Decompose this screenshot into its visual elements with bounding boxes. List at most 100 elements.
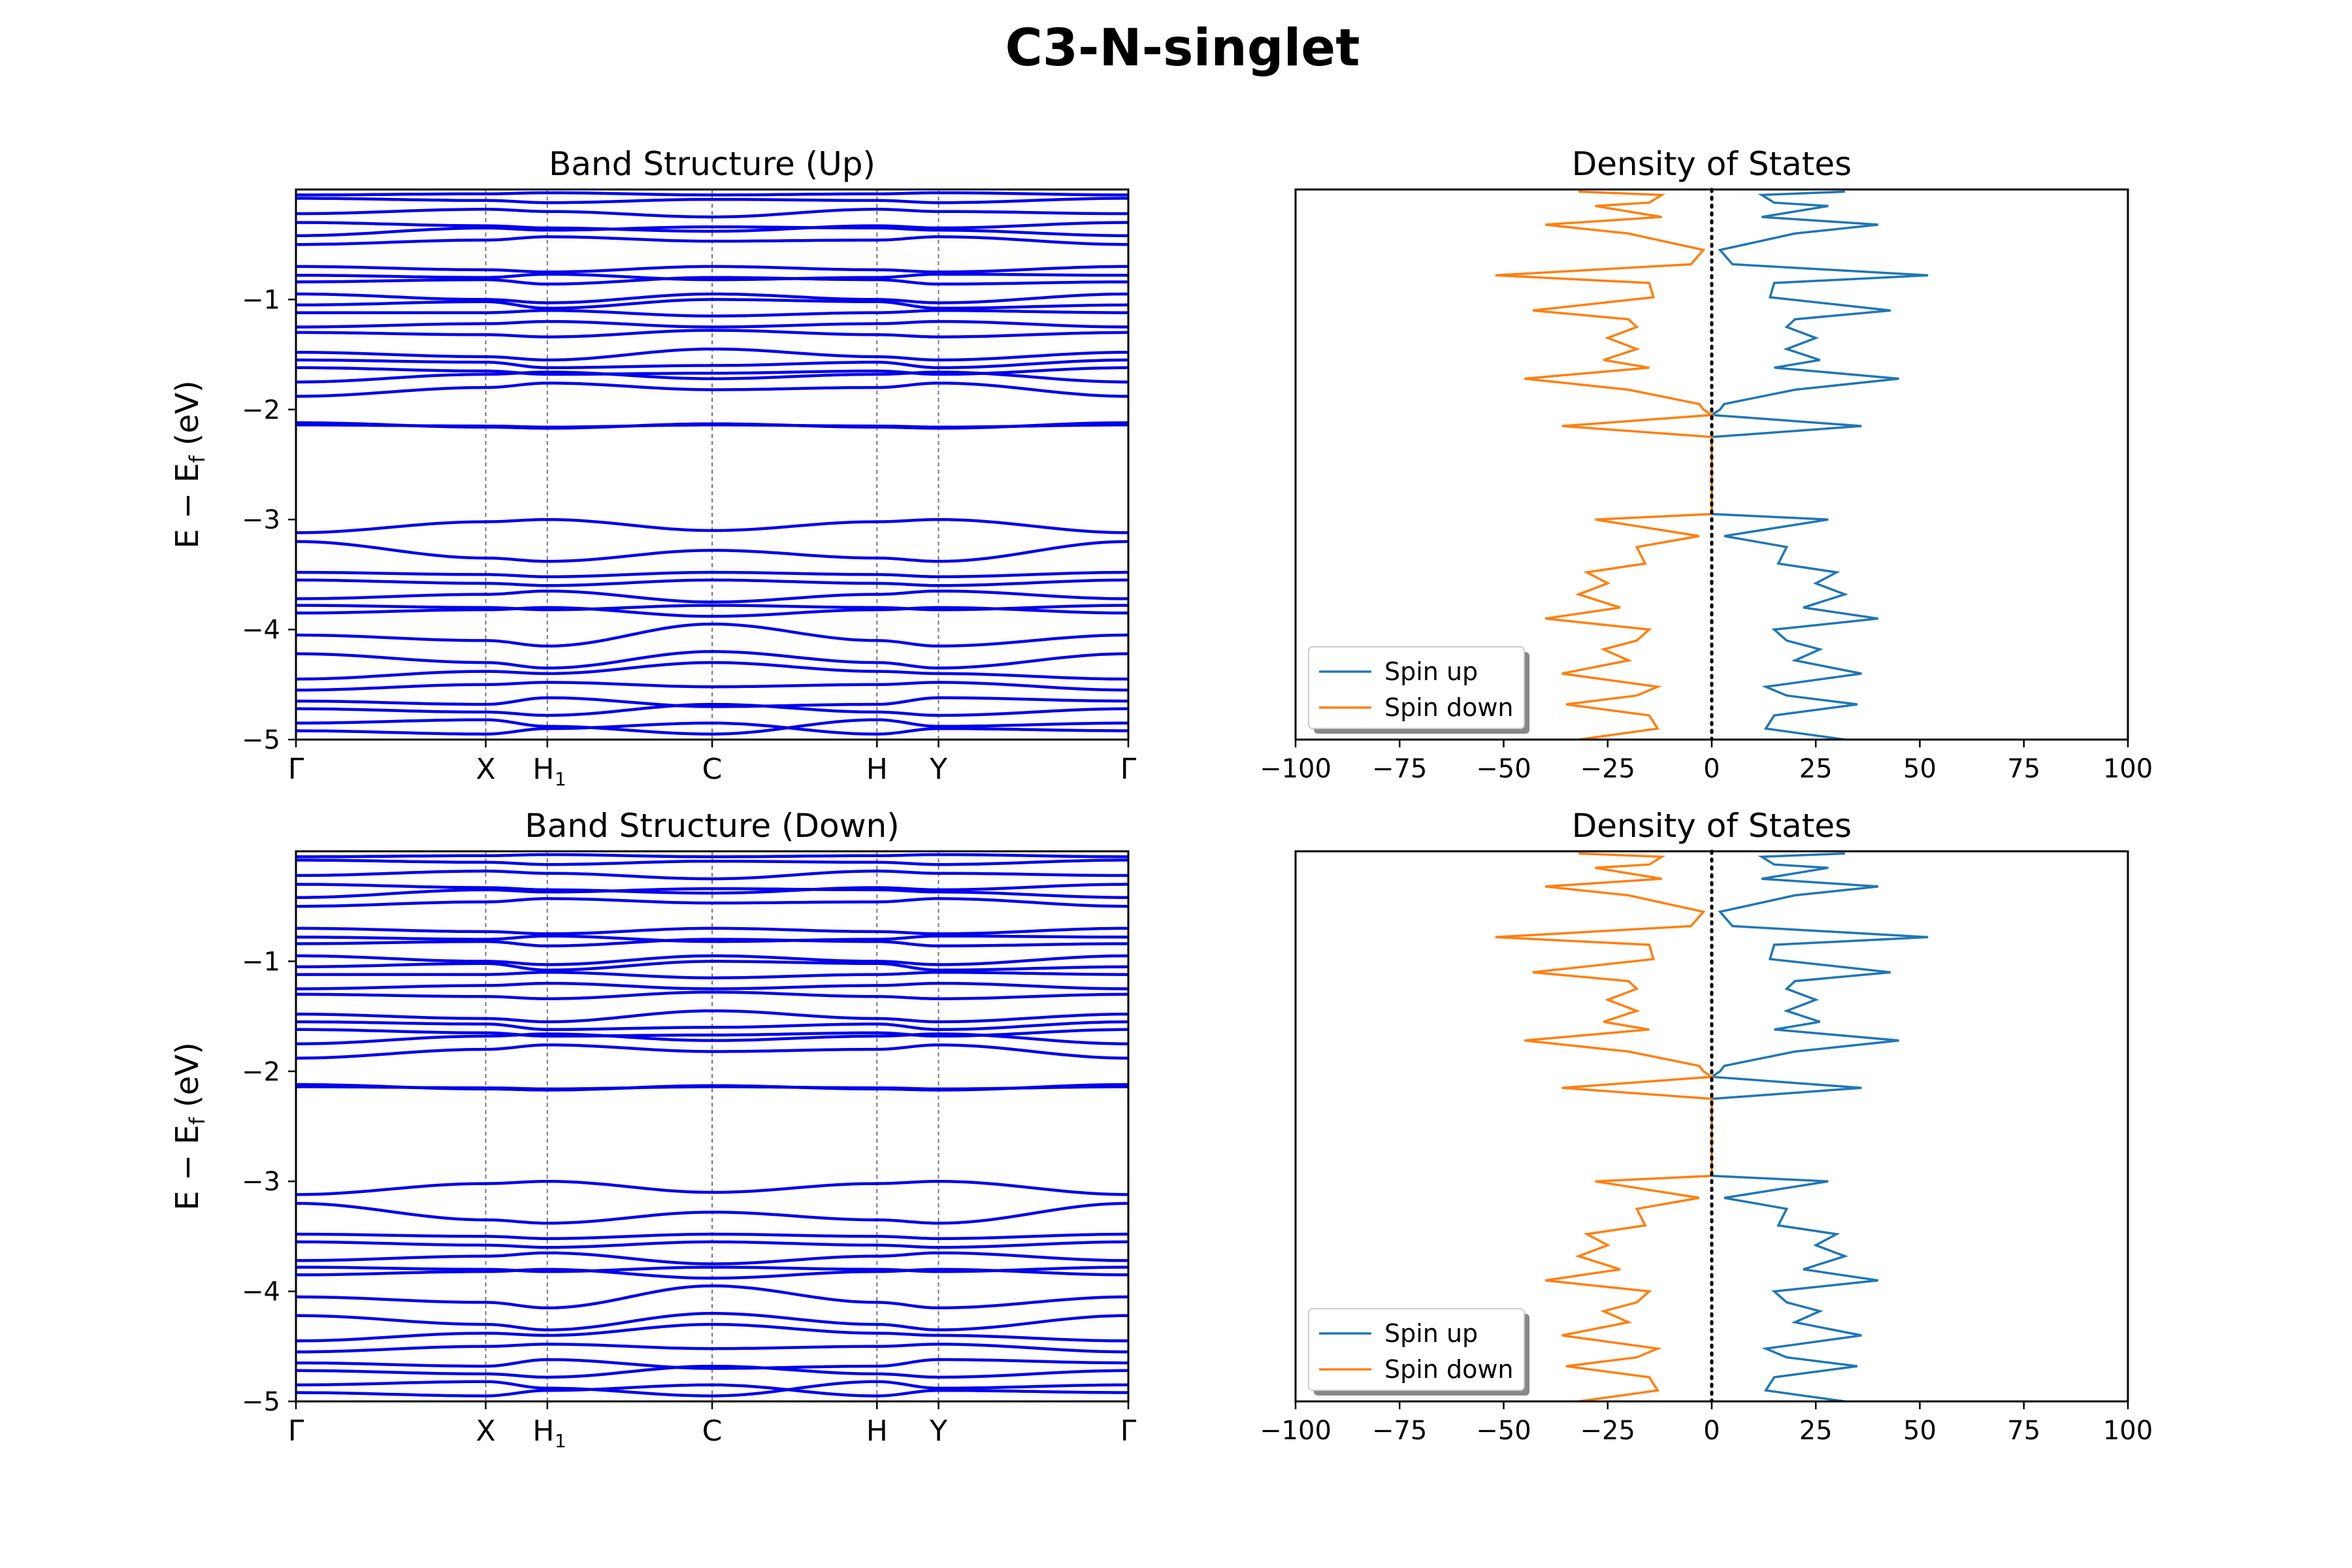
panel-title: Density of States bbox=[1572, 807, 1852, 845]
x-tick-label: −50 bbox=[1476, 1416, 1531, 1446]
x-tick-label: H bbox=[866, 753, 888, 786]
band-line bbox=[296, 853, 1128, 858]
x-tick-label: −100 bbox=[1260, 754, 1331, 784]
x-tick-label: Γ bbox=[1120, 1414, 1137, 1448]
band-line bbox=[296, 329, 1128, 338]
x-tick-label: 75 bbox=[2007, 754, 2040, 784]
y-tick-label: −2 bbox=[242, 1057, 280, 1087]
dos-series-group bbox=[1495, 190, 1929, 740]
band-line bbox=[296, 191, 1128, 197]
band-line bbox=[296, 926, 1128, 936]
band-line bbox=[296, 721, 1128, 736]
dos-line-spin-down bbox=[1495, 852, 1716, 1401]
band-line bbox=[296, 382, 1128, 398]
x-tick-label: −25 bbox=[1580, 754, 1635, 784]
band-line bbox=[296, 960, 1128, 972]
band-line bbox=[296, 870, 1128, 881]
band-line bbox=[296, 589, 1128, 604]
band-line bbox=[296, 1284, 1128, 1310]
panel-title: Band Structure (Down) bbox=[525, 807, 899, 845]
band-line bbox=[296, 1322, 1128, 1343]
x-tick-label: −25 bbox=[1580, 1416, 1635, 1446]
bands-group bbox=[296, 191, 1128, 736]
x-tick-label: 0 bbox=[1703, 754, 1720, 784]
band-line bbox=[296, 1201, 1128, 1225]
band-line bbox=[296, 221, 1128, 233]
band-line bbox=[296, 1085, 1128, 1090]
x-tick-label: C bbox=[702, 753, 723, 786]
panel-title: Density of States bbox=[1572, 145, 1852, 183]
x-tick-label: Γ bbox=[288, 1414, 304, 1448]
band-line bbox=[296, 578, 1128, 587]
band-line bbox=[296, 423, 1128, 429]
band-line bbox=[296, 298, 1128, 310]
band-line bbox=[296, 897, 1128, 908]
band-line bbox=[296, 954, 1128, 966]
x-tick-label: 100 bbox=[2103, 1416, 2153, 1446]
band-line bbox=[296, 1240, 1128, 1249]
y-tick-label: −3 bbox=[242, 505, 280, 535]
band-line bbox=[296, 604, 1128, 612]
band-line bbox=[296, 1312, 1128, 1331]
band-line bbox=[296, 681, 1128, 692]
x-tick-label: 25 bbox=[1799, 1416, 1833, 1446]
y-tick-label: −5 bbox=[242, 1387, 280, 1417]
x-tick-label: X bbox=[476, 1414, 495, 1448]
y-tick-label: −4 bbox=[242, 1277, 280, 1307]
x-tick-label: −100 bbox=[1260, 1416, 1331, 1446]
x-tick-label: 50 bbox=[1903, 1416, 1936, 1446]
band-line bbox=[296, 702, 1128, 717]
band-line bbox=[296, 661, 1128, 681]
y-axis-label: E − Ef (eV) bbox=[169, 380, 210, 549]
band-line bbox=[296, 1232, 1128, 1241]
band-line bbox=[296, 938, 1128, 948]
x-tick-label: Γ bbox=[1120, 753, 1137, 786]
band-line bbox=[296, 650, 1128, 670]
x-tick-label: 25 bbox=[1799, 754, 1833, 784]
x-tick-label: X bbox=[476, 753, 495, 786]
x-tick-label-subscript: 1 bbox=[555, 1430, 566, 1452]
x-tick-label: 0 bbox=[1703, 1416, 1720, 1446]
band-line bbox=[296, 292, 1128, 304]
y-tick-label: −1 bbox=[242, 285, 280, 315]
band-line bbox=[296, 1358, 1128, 1370]
x-tick-label: −75 bbox=[1372, 1416, 1427, 1446]
band-line bbox=[296, 887, 1128, 899]
band-line bbox=[296, 1043, 1128, 1060]
x-tick-label: −50 bbox=[1476, 754, 1531, 784]
legend-label: Spin up bbox=[1384, 657, 1478, 686]
x-tick-label-subscript: 1 bbox=[555, 768, 566, 790]
band-line bbox=[296, 1380, 1128, 1397]
band-line bbox=[296, 319, 1128, 329]
band-line bbox=[296, 570, 1128, 579]
legend-label: Spin down bbox=[1384, 1355, 1514, 1384]
band-line bbox=[296, 197, 1128, 204]
y-tick-label: −5 bbox=[242, 725, 280, 755]
band-line bbox=[296, 1343, 1128, 1354]
band-line bbox=[296, 1267, 1128, 1280]
bands-group bbox=[296, 853, 1128, 1397]
x-tick-label: 75 bbox=[2007, 1416, 2040, 1446]
y-tick-label: −2 bbox=[242, 395, 280, 425]
band-line bbox=[296, 1251, 1128, 1266]
band-line bbox=[296, 1020, 1128, 1032]
band-line bbox=[296, 1364, 1128, 1379]
band-line bbox=[296, 981, 1128, 990]
band-line bbox=[296, 347, 1128, 362]
y-tick-label: −1 bbox=[242, 947, 280, 977]
dos-up-panel: −100 −75 −50 −25 0 25 50 75 100 Density of States… bbox=[1260, 145, 2153, 784]
y-tick-label: −3 bbox=[242, 1167, 280, 1197]
band-line bbox=[296, 1032, 1128, 1045]
band-line bbox=[296, 622, 1128, 648]
band-line bbox=[296, 276, 1128, 286]
dos-line-spin-up bbox=[1708, 852, 1929, 1401]
dos-line-spin-down bbox=[1495, 190, 1716, 740]
band-line bbox=[296, 990, 1128, 1000]
x-tick-label: H bbox=[532, 1414, 554, 1448]
panel-title: Band Structure (Up) bbox=[549, 145, 875, 183]
band-line bbox=[296, 606, 1128, 618]
band-line bbox=[296, 1028, 1128, 1038]
y-axis-label: E − Ef (eV) bbox=[169, 1042, 210, 1211]
